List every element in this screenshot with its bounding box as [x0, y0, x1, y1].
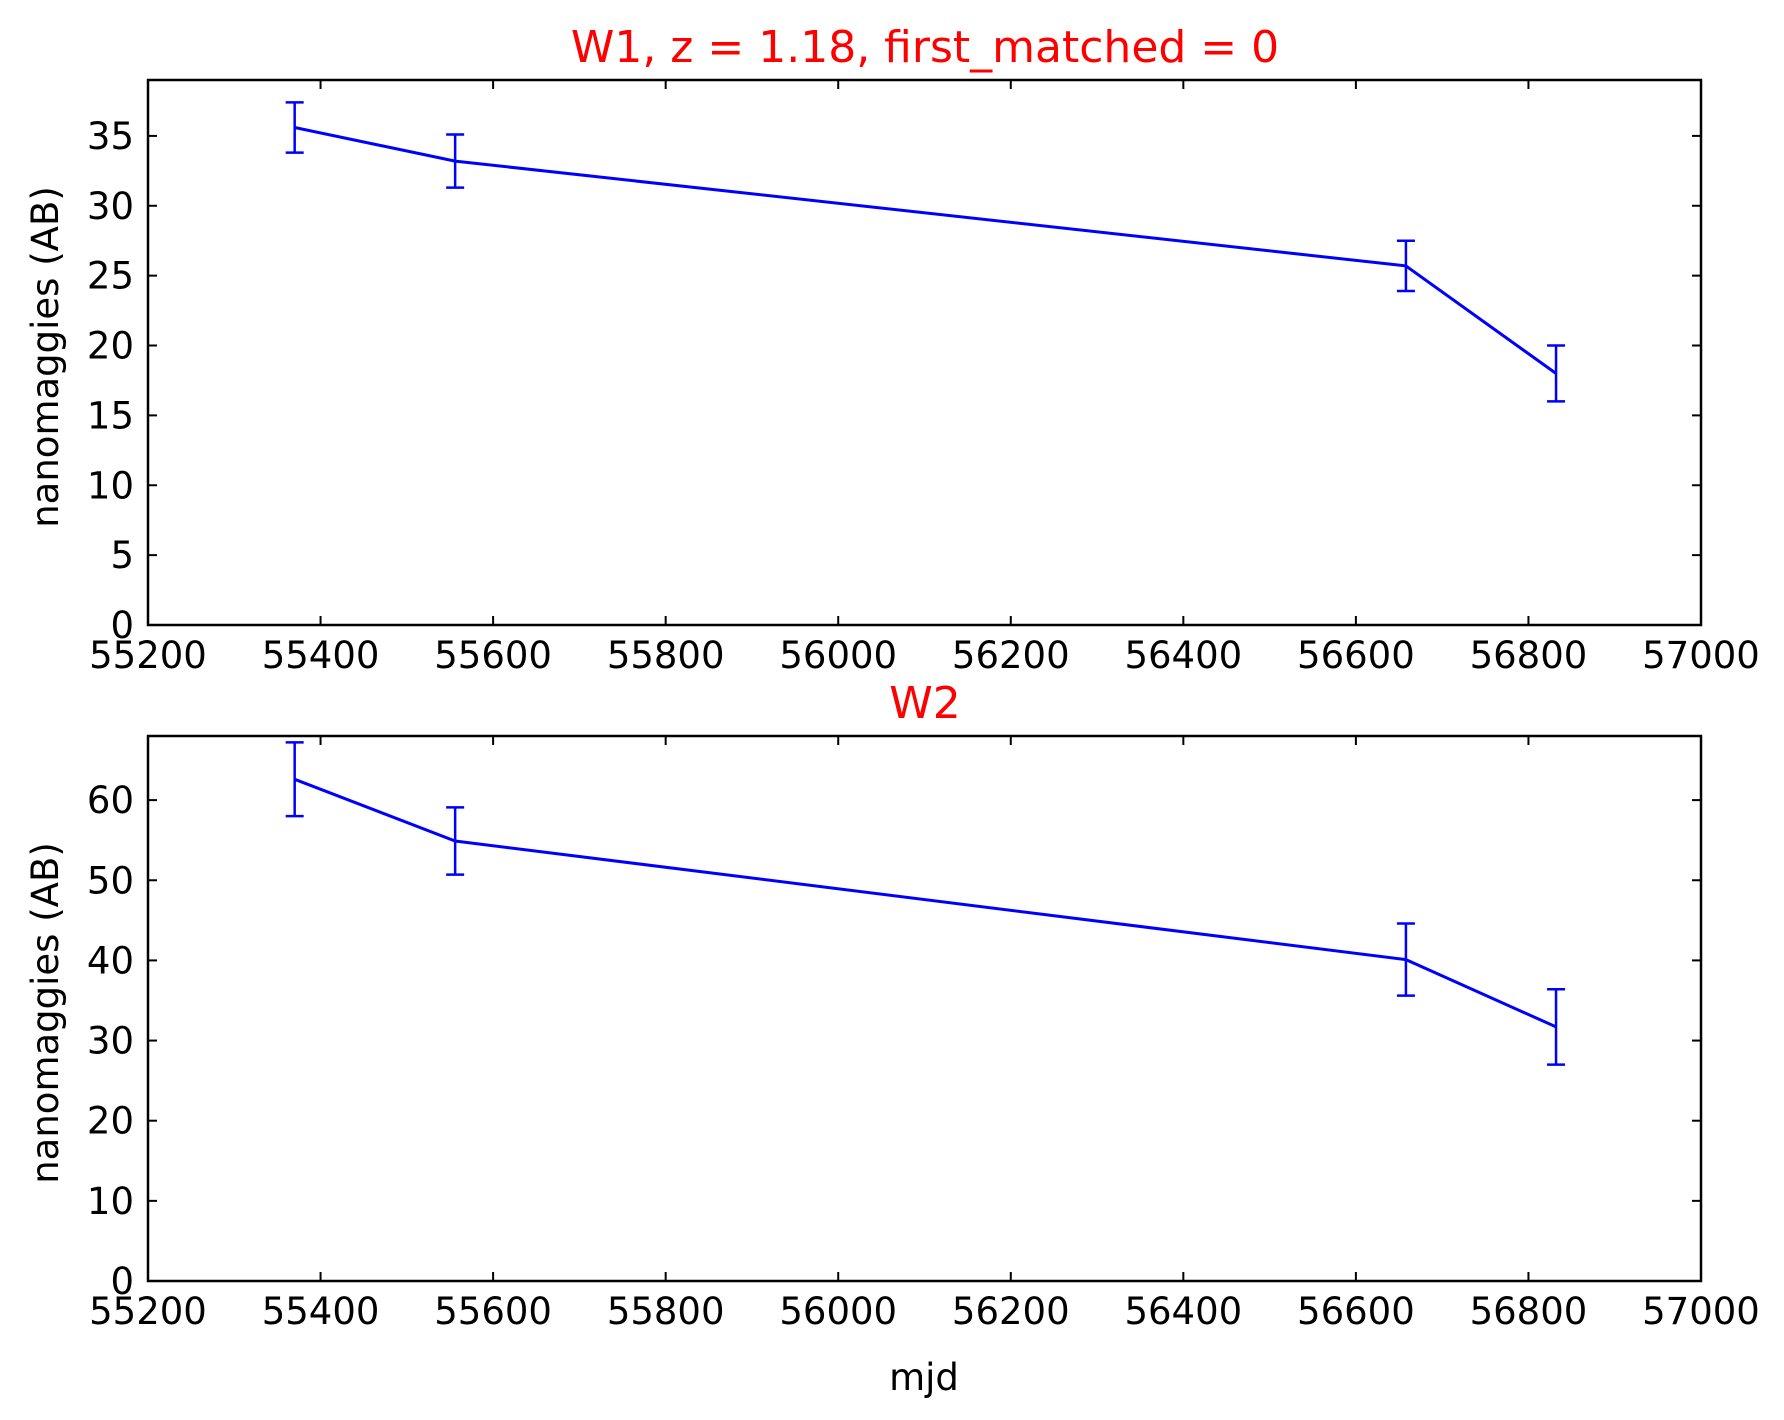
w2-x-tick-label: 55600 [434, 1290, 552, 1333]
w1-series-line [294, 126, 1557, 375]
w2-y-tick-label: 30 [87, 1020, 134, 1063]
w1-x-tick-label: 57000 [1642, 634, 1760, 677]
w2-plot-frame [146, 734, 1703, 1283]
w1-x-tick-label: 56400 [1124, 634, 1242, 677]
w1-x-tick-label: 56800 [1470, 634, 1588, 677]
w1-error-bar [446, 133, 465, 189]
w2-y-tick-label: 50 [87, 859, 134, 902]
w1-y-tick-label: 25 [87, 255, 134, 298]
w2-error-bar [1396, 922, 1415, 997]
w1-plot-frame [146, 78, 1703, 627]
w2-series-line [294, 777, 1557, 1029]
w2-x-tick-label: 55400 [262, 1290, 380, 1333]
w1-panel: W1, z = 1.18, first_matched = 0 nanomagg… [24, 22, 1760, 677]
w1-error-bar [1547, 344, 1566, 403]
w2-panel: W2 nanomaggies (AB) mjd 55200 55400 55600 5… [24, 678, 1760, 1399]
w1-y-tick-label: 15 [87, 394, 134, 437]
w1-y-tick-label: 0 [110, 604, 134, 647]
w1-y-tick-label: 30 [87, 185, 134, 228]
w2-x-tick-label: 56800 [1470, 1290, 1588, 1333]
w2-x-tick-label: 55800 [607, 1290, 725, 1333]
w2-y-tick-label: 40 [87, 939, 134, 982]
w1-x-tick-label: 56200 [952, 634, 1070, 677]
w2-x-tick-label: 56200 [952, 1290, 1070, 1333]
w1-x-tick-label: 55400 [262, 634, 380, 677]
w2-error-bar [1547, 988, 1566, 1066]
w1-y-axis-label: nanomaggies (AB) [24, 186, 67, 528]
w1-x-tick-label: 56600 [1297, 634, 1415, 677]
w2-x-tick-label: 56000 [779, 1290, 897, 1333]
w2-y-axis-label: nanomaggies (AB) [24, 842, 67, 1184]
w2-error-bar [446, 806, 465, 876]
w2-y-tick-label: 0 [110, 1260, 134, 1303]
w1-y-tick-label: 20 [87, 325, 134, 368]
w1-error-bar [285, 101, 304, 154]
w1-y-tick-label: 10 [87, 464, 134, 507]
w1-title: W1, z = 1.18, first_matched = 0 [571, 22, 1279, 73]
w2-y-tick-label: 60 [87, 779, 134, 822]
w2-x-axis-label: mjd [889, 1356, 959, 1399]
w2-y-tick-label: 20 [87, 1100, 134, 1143]
w2-x-tick-label: 55200 [89, 1290, 207, 1333]
w2-x-tick-label: 56400 [1124, 1290, 1242, 1333]
w1-y-tick-label: 5 [110, 534, 134, 577]
w1-error-bar [1396, 239, 1415, 293]
w2-title: W2 [889, 678, 961, 729]
w1-x-tick-label: 56000 [779, 634, 897, 677]
w1-x-tick-label: 55200 [89, 634, 207, 677]
w1-x-tick-label: 55800 [607, 634, 725, 677]
w2-x-tick-label: 56600 [1297, 1290, 1415, 1333]
w1-y-tick-label: 35 [87, 115, 134, 158]
w2-y-tick-label: 10 [87, 1180, 134, 1223]
w2-x-tick-label: 57000 [1642, 1290, 1760, 1333]
w1-x-tick-label: 55600 [434, 634, 552, 677]
w2-error-bar [285, 741, 304, 818]
